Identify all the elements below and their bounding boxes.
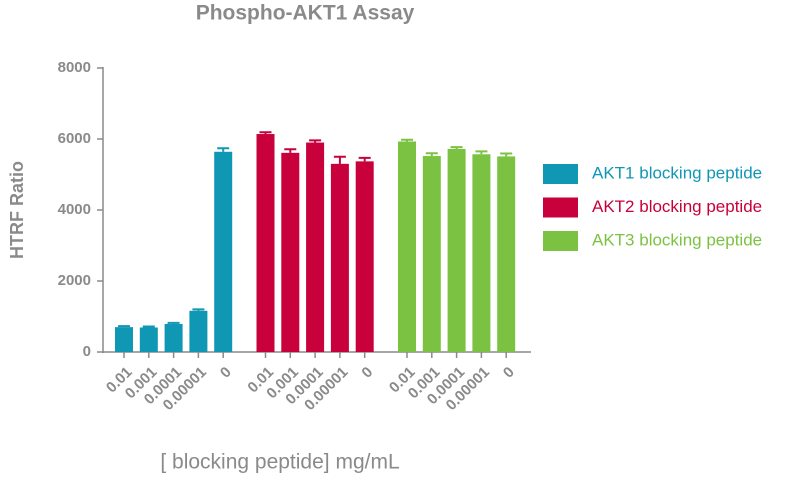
x-axis-title: [ blocking peptide] mg/mL [160, 451, 399, 474]
bar [256, 134, 275, 352]
bar [422, 156, 441, 352]
y-tick-label: 4000 [58, 201, 91, 218]
error-bar [192, 308, 205, 311]
bar [189, 310, 208, 352]
legend-swatch [543, 231, 578, 251]
error-bar [284, 148, 297, 153]
error-bar [167, 321, 180, 324]
bar [447, 148, 466, 352]
error-bar [475, 150, 488, 155]
error-bar [358, 156, 371, 162]
legend-swatch [543, 197, 578, 218]
y-tick-label: 2000 [58, 272, 91, 289]
bar [472, 154, 491, 352]
bar [398, 141, 416, 352]
error-bar [425, 152, 438, 157]
error-bar [500, 152, 513, 157]
bar [115, 327, 133, 352]
error-bar [450, 146, 463, 149]
error-bar [118, 325, 130, 328]
bar [164, 323, 183, 352]
bar [306, 142, 325, 352]
y-axis-title: HTRF Ratio [7, 161, 27, 259]
error-bar [333, 155, 346, 164]
chart-title: Phospho-AKT1 Assay [196, 2, 415, 25]
legend-label: AKT1 blocking peptide [592, 163, 762, 182]
x-tick-label: 0 [358, 364, 376, 382]
y-tick-label: 8000 [58, 59, 91, 76]
bar [355, 161, 374, 352]
error-bar [401, 138, 413, 142]
legend-swatch [543, 164, 578, 184]
bar [281, 152, 300, 352]
error-bar [217, 147, 230, 152]
x-tick-label: 0 [217, 364, 235, 382]
legend-label: AKT3 blocking peptide [592, 230, 762, 249]
bar [497, 156, 516, 352]
error-bar [142, 325, 155, 328]
bar [214, 151, 233, 352]
x-tick-label: 0 [500, 364, 518, 382]
bar [139, 327, 158, 352]
y-tick-label: 0 [83, 343, 91, 360]
y-tick-label: 6000 [58, 130, 91, 147]
legend-label: AKT2 blocking peptide [592, 197, 762, 216]
error-bar [259, 131, 272, 135]
error-bar [309, 139, 322, 143]
bar [330, 163, 349, 352]
